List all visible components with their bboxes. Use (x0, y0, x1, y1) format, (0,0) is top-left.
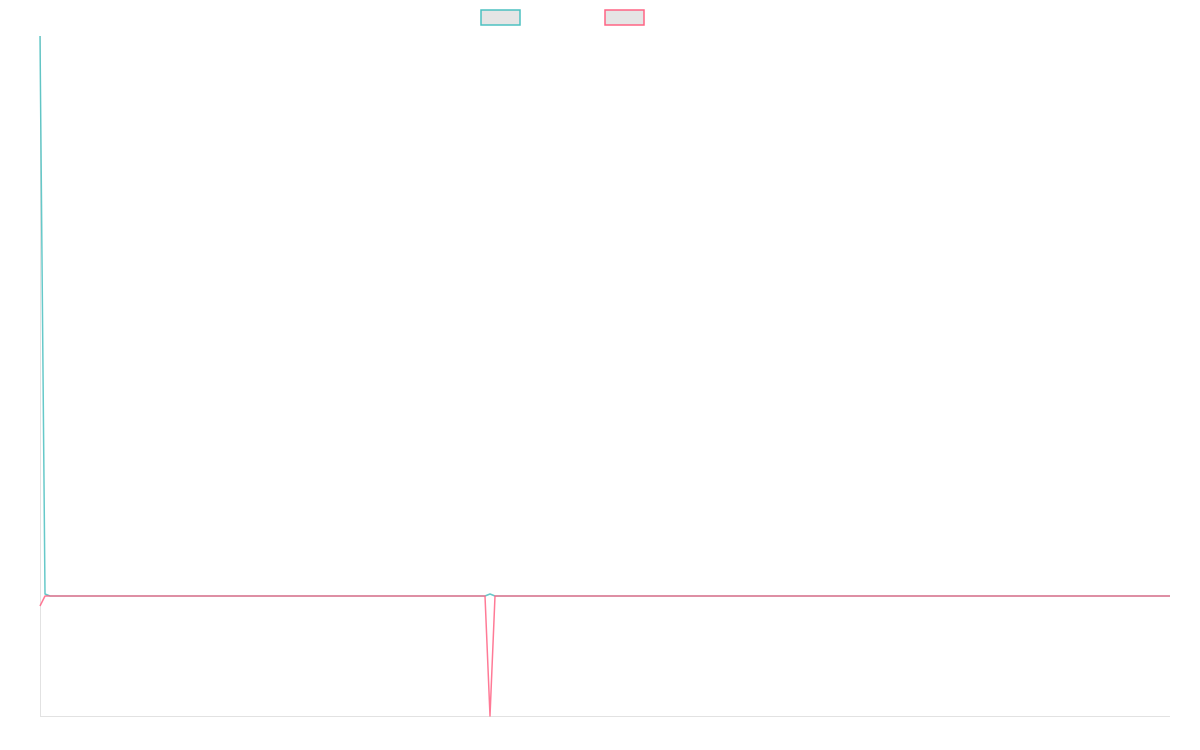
legend-swatch-series-1[interactable] (480, 9, 521, 26)
plot-area (39, 35, 1170, 717)
legend (480, 9, 645, 26)
legend-swatch-series-2[interactable] (604, 9, 645, 26)
series-2-line (39, 595, 1170, 717)
series-1-line (39, 35, 1170, 597)
